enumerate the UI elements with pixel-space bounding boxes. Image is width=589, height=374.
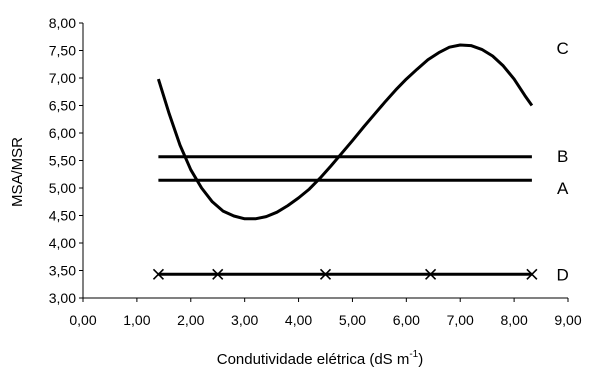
y-tick-label: 3,50 xyxy=(49,263,76,279)
y-tick-label: 8,00 xyxy=(49,15,76,31)
y-axis-title: MSA/MSR xyxy=(9,137,26,207)
y-tick-label: 7,00 xyxy=(49,70,76,86)
y-tick-label: 4,50 xyxy=(49,208,76,224)
data-point-d xyxy=(526,268,538,280)
x-tick-label: 0,00 xyxy=(69,312,96,328)
y-tick-label: 5,50 xyxy=(49,153,76,169)
x-tick-label: 6,00 xyxy=(393,312,420,328)
series-label-d: D xyxy=(556,265,568,284)
x-tick-label: 8,00 xyxy=(500,312,527,328)
x-tick-label: 7,00 xyxy=(447,312,474,328)
x-tick-label: 3,00 xyxy=(231,312,258,328)
axes: 3,00 3,50 4,00 4,50 5,00 5,50 6,00 6,50 7,00 7,50… xyxy=(49,15,582,328)
y-tick-label: 5,00 xyxy=(49,180,76,196)
x-tick-label: 1,00 xyxy=(123,312,150,328)
x-axis-title-text: Condutividade elétrica (dS m xyxy=(217,351,410,368)
x-tick-label: 9,00 xyxy=(554,312,581,328)
y-tick-label: 6,50 xyxy=(49,98,76,114)
series-layer: C BA D xyxy=(152,39,569,284)
data-point-d xyxy=(425,268,437,280)
series-label-b: B xyxy=(557,147,568,166)
x-tick-label: 2,00 xyxy=(177,312,204,328)
x-tick-label: 4,00 xyxy=(285,312,312,328)
data-point-d xyxy=(212,268,224,280)
data-point-d xyxy=(152,268,165,280)
x-axis-title-close: ) xyxy=(418,351,423,368)
series-label-c: C xyxy=(556,39,568,58)
y-tick-label: 3,00 xyxy=(49,290,76,306)
x-tick-label: 5,00 xyxy=(339,312,366,328)
series-label-a: A xyxy=(557,179,569,198)
y-tick-label: 4,00 xyxy=(49,235,76,251)
y-tick-label: 6,00 xyxy=(49,125,76,141)
data-point-d xyxy=(319,268,332,280)
y-tick-label: 7,50 xyxy=(49,43,76,59)
series-line-c xyxy=(156,43,534,221)
x-axis-title: Condutividade elétrica (dS m-1) xyxy=(217,349,424,368)
x-axis-title-exponent: -1 xyxy=(409,349,418,360)
